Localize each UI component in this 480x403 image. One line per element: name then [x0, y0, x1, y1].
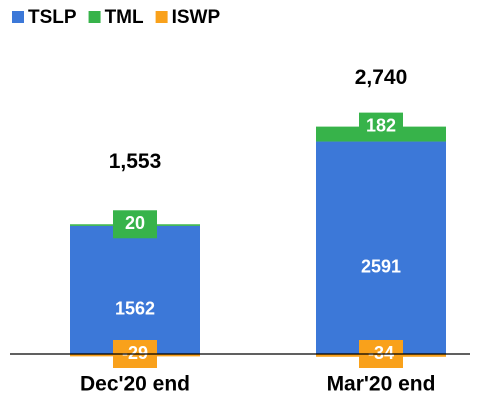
- legend-swatch: [12, 11, 24, 23]
- x-tick-label: Mar'20 end: [327, 373, 436, 396]
- bar-segment: [70, 225, 200, 354]
- legend-label: ISWP: [172, 7, 221, 28]
- legend-swatch: [155, 11, 168, 23]
- value-label: 182: [366, 115, 396, 135]
- value-label: 20: [125, 213, 145, 233]
- value-label: -29: [122, 343, 148, 363]
- value-label-box: [113, 210, 157, 239]
- legend-swatch: [88, 11, 101, 23]
- total-label: 2,740: [355, 66, 408, 89]
- value-label-box: [359, 112, 403, 141]
- bar-segment: [316, 141, 446, 354]
- value-label: -34: [368, 343, 394, 363]
- total-label: 1,553: [109, 150, 162, 173]
- value-label: 2591: [361, 257, 401, 277]
- legend-label: TML: [105, 7, 144, 28]
- value-label: 1562: [115, 299, 155, 319]
- legend-label: TSLP: [28, 7, 77, 28]
- x-tick-label: Dec'20 end: [80, 373, 190, 396]
